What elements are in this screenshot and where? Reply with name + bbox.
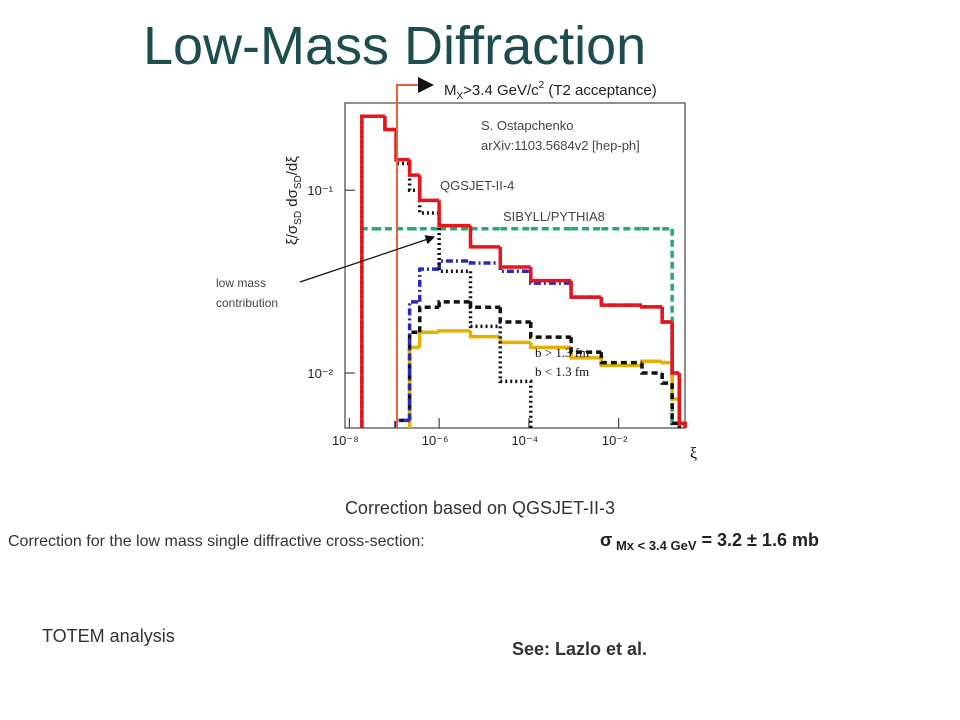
step bbox=[677, 372, 687, 428]
cut-part: >3.4 GeV/c bbox=[463, 82, 539, 99]
cut-label: MX>3.4 GeV/c2 (T2 acceptance) bbox=[444, 80, 657, 102]
series-label: SIBYLL/PYTHIA8 bbox=[503, 209, 605, 224]
series-label: QGSJET-II-4 bbox=[440, 178, 514, 193]
step bbox=[498, 246, 531, 269]
step bbox=[360, 114, 375, 428]
step bbox=[498, 307, 531, 324]
step bbox=[569, 337, 602, 354]
step bbox=[468, 271, 501, 329]
step bbox=[417, 267, 440, 302]
step bbox=[417, 305, 440, 333]
step bbox=[529, 342, 572, 350]
step bbox=[569, 280, 602, 299]
step bbox=[417, 190, 440, 215]
plot: 10⁻⁸ 10⁻⁶ 10⁻⁴ 10⁻² 10⁻¹ 10⁻² SIBYLL/PYTHIA8 b … bbox=[307, 114, 687, 448]
annotation: contribution bbox=[216, 296, 278, 310]
annotation-arrow bbox=[299, 235, 436, 283]
step bbox=[529, 322, 572, 339]
series-label: b < 1.3 fm bbox=[535, 364, 589, 379]
step bbox=[640, 362, 663, 375]
step bbox=[407, 300, 420, 421]
step bbox=[599, 352, 642, 365]
step bbox=[417, 175, 440, 203]
step bbox=[660, 372, 673, 385]
step bbox=[383, 116, 397, 132]
step bbox=[670, 383, 682, 428]
reference: arXiv:1103.5684v2 [hep-ph] bbox=[481, 138, 640, 153]
step bbox=[407, 330, 420, 421]
formula-part: σ bbox=[600, 530, 612, 550]
step bbox=[529, 267, 572, 283]
cut-line bbox=[396, 77, 434, 428]
step bbox=[437, 300, 471, 308]
step bbox=[670, 322, 680, 375]
step bbox=[640, 359, 663, 366]
x-tick-label: 10⁻² bbox=[602, 433, 628, 448]
plot-frame bbox=[344, 102, 686, 429]
formula-part: Mx < 3.4 GeV bbox=[612, 538, 697, 553]
step bbox=[417, 330, 440, 348]
y-label-part: ξ/σ bbox=[284, 224, 301, 245]
step bbox=[437, 329, 471, 333]
step bbox=[407, 159, 420, 177]
correction-formula: σ Mx < 3.4 GeV = 3.2 ± 1.6 mb bbox=[600, 530, 819, 553]
cut-part: X bbox=[457, 91, 464, 102]
step bbox=[468, 330, 501, 339]
step bbox=[394, 129, 410, 162]
step bbox=[599, 357, 642, 368]
y-label-part: dσ bbox=[284, 188, 301, 211]
step bbox=[498, 336, 531, 345]
cut-part: (T2 acceptance) bbox=[544, 82, 657, 99]
annotation: low mass bbox=[216, 276, 266, 290]
y-tick-label: 10⁻² bbox=[307, 366, 333, 381]
y-label-part: SD bbox=[293, 211, 304, 225]
step bbox=[468, 260, 501, 265]
step bbox=[640, 305, 663, 309]
cut-part: M bbox=[444, 82, 457, 99]
x-tick-label: 10⁻⁴ bbox=[511, 433, 538, 448]
see-also: See: Lazlo et al. bbox=[512, 639, 647, 659]
step bbox=[660, 360, 673, 365]
analysis: TOTEM analysis bbox=[42, 626, 175, 646]
step bbox=[569, 283, 602, 299]
correction-text: Correction for the low mass single diffr… bbox=[8, 533, 425, 550]
step bbox=[468, 301, 501, 309]
y-label-part: /dξ bbox=[284, 156, 301, 176]
correction-model: Correction based on QGSJET-II-3 bbox=[345, 498, 615, 518]
formula-part: = 3.2 ± 1.6 mb bbox=[697, 530, 819, 550]
x-tick-label: 10⁻⁶ bbox=[422, 433, 449, 448]
x-axis-label: ξ bbox=[690, 445, 697, 462]
series-label: b > 1.3 fm bbox=[535, 345, 589, 360]
step bbox=[360, 114, 375, 428]
step bbox=[437, 200, 471, 228]
step bbox=[660, 306, 673, 324]
y-axis-label: ξ/σSD dσSD/dξ bbox=[284, 156, 304, 245]
step bbox=[468, 225, 501, 249]
step bbox=[498, 326, 533, 428]
step bbox=[437, 259, 471, 270]
step bbox=[599, 297, 642, 307]
x-tick-label: 10⁻⁸ bbox=[332, 433, 359, 448]
y-label-part: SD bbox=[293, 175, 304, 189]
cut-part: 2 bbox=[539, 80, 545, 91]
step bbox=[407, 163, 420, 192]
y-tick-label: 10⁻¹ bbox=[307, 183, 333, 198]
reference: S. Ostapchenko bbox=[481, 118, 574, 133]
slide-title: Low-Mass Diffraction bbox=[143, 16, 646, 76]
